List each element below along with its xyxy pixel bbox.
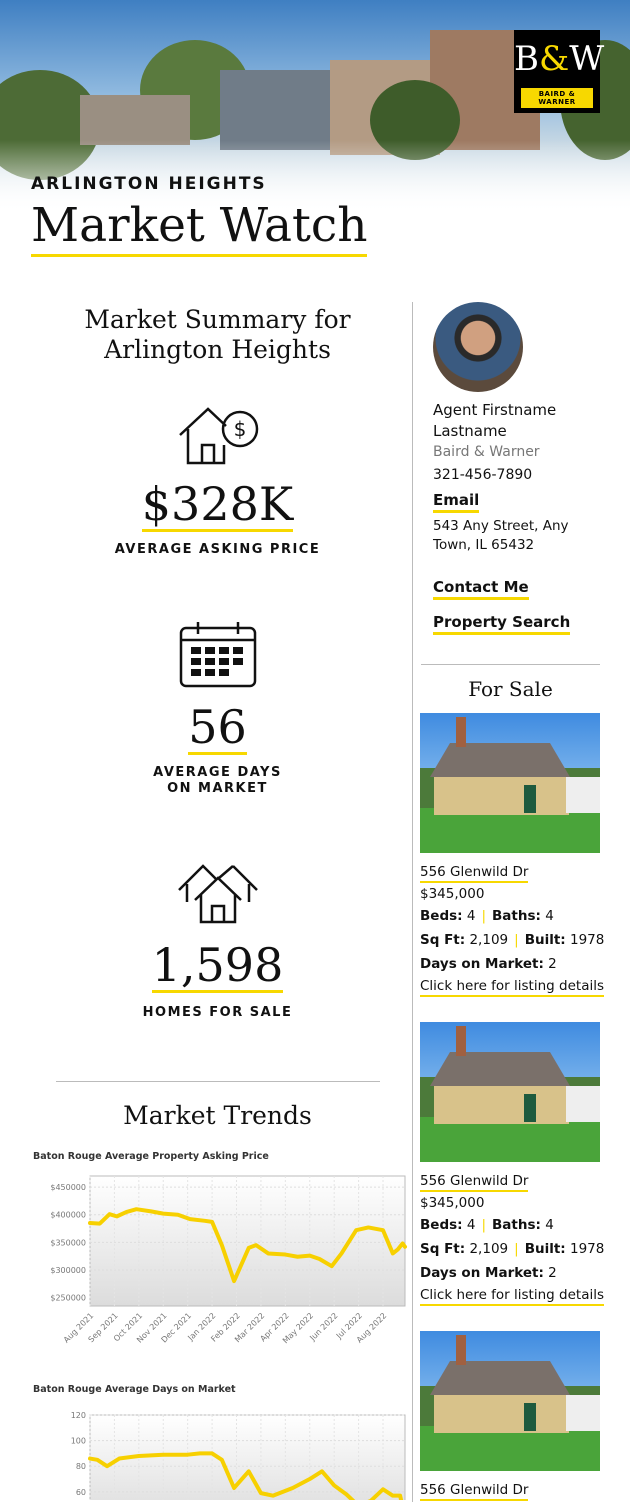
listing-photo[interactable] bbox=[420, 1331, 600, 1471]
y-tick-label: 60 bbox=[76, 1488, 86, 1497]
houses-icon bbox=[177, 862, 259, 924]
listing-beds-baths: Beds: 4|Baths: 4 bbox=[420, 905, 605, 927]
chart-title: Baton Rouge Average Days on Market bbox=[33, 1384, 236, 1395]
agent-avatar bbox=[433, 302, 523, 392]
y-tick-label: 80 bbox=[76, 1462, 86, 1471]
y-tick-label: $450000 bbox=[50, 1183, 86, 1192]
email-link[interactable]: Email bbox=[433, 491, 479, 513]
listing-photo[interactable] bbox=[420, 1022, 600, 1162]
calendar-icon bbox=[178, 620, 258, 688]
listing-card: 556 Glenwild Dr bbox=[420, 1331, 605, 1501]
listing-details-link[interactable]: Click here for listing details bbox=[420, 978, 604, 997]
listing-photo[interactable] bbox=[420, 713, 600, 853]
listing-days-on-market: Days on Market: 2 bbox=[420, 1262, 605, 1284]
listing-card: 556 Glenwild Dr$345,000 Beds: 4|Baths: 4… bbox=[420, 1022, 605, 1306]
stat-asking-price: $ $328K AVERAGE ASKING PRICE bbox=[20, 405, 415, 558]
house-dollar-icon: $ bbox=[176, 405, 260, 467]
divider bbox=[56, 1081, 380, 1082]
listing-address-link[interactable]: 556 Glenwild Dr bbox=[420, 1482, 528, 1501]
agent-card: Agent Firstname Lastname Baird & Warner … bbox=[421, 302, 611, 635]
stat-homes-for-sale: 1,598 HOMES FOR SALE bbox=[20, 862, 415, 1021]
svg-text:$: $ bbox=[233, 417, 246, 441]
listing-card: 556 Glenwild Dr$345,000 Beds: 4|Baths: 4… bbox=[420, 713, 605, 997]
chart-title: Baton Rouge Average Property Asking Pric… bbox=[33, 1151, 269, 1162]
for-sale-heading: For Sale bbox=[421, 677, 600, 701]
listing-beds-baths: Beds: 4|Baths: 4 bbox=[420, 1214, 605, 1236]
listing-price: $345,000 bbox=[420, 883, 605, 905]
y-tick-label: 120 bbox=[71, 1411, 86, 1420]
listing-details-link[interactable]: Click here for listing details bbox=[420, 1287, 604, 1306]
trends-heading: Market Trends bbox=[20, 1101, 415, 1131]
plot-area bbox=[90, 1176, 405, 1306]
agent-company: Baird & Warner bbox=[433, 442, 611, 463]
days-on-market-chart: 406080100120 bbox=[20, 1405, 410, 1500]
summary-heading: Market Summary for Arlington Heights bbox=[20, 305, 415, 365]
agent-name: Lastname bbox=[433, 421, 611, 442]
agent-name: Agent Firstname bbox=[433, 400, 611, 421]
contact-me-link[interactable]: Contact Me bbox=[433, 578, 529, 600]
stat-days-on-market: 56 AVERAGE DAYS ON MARKET bbox=[20, 620, 415, 797]
y-tick-label: $350000 bbox=[50, 1238, 86, 1247]
agent-phone: 321-456-7890 bbox=[433, 465, 611, 486]
city-label: ARLINGTON HEIGHTS bbox=[31, 174, 267, 194]
baird-warner-logo[interactable]: B&W BAIRD & WARNER bbox=[514, 30, 600, 113]
listing-price: $345,000 bbox=[420, 1192, 605, 1214]
divider bbox=[421, 664, 600, 665]
listing-address-link[interactable]: 556 Glenwild Dr bbox=[420, 1173, 528, 1192]
listing-address-link[interactable]: 556 Glenwild Dr bbox=[420, 864, 528, 883]
y-tick-label: $400000 bbox=[50, 1211, 86, 1220]
y-tick-label: 100 bbox=[71, 1437, 86, 1446]
listing-sqft-built: Sq Ft: 2,109|Built: 1978 bbox=[420, 929, 605, 951]
property-search-link[interactable]: Property Search bbox=[433, 613, 570, 635]
y-tick-label: $300000 bbox=[50, 1266, 86, 1275]
page-title: Market Watch bbox=[31, 198, 367, 257]
y-tick-label: $250000 bbox=[50, 1294, 86, 1303]
listing-days-on-market: Days on Market: 2 bbox=[420, 953, 605, 975]
listing-sqft-built: Sq Ft: 2,109|Built: 1978 bbox=[420, 1238, 605, 1260]
